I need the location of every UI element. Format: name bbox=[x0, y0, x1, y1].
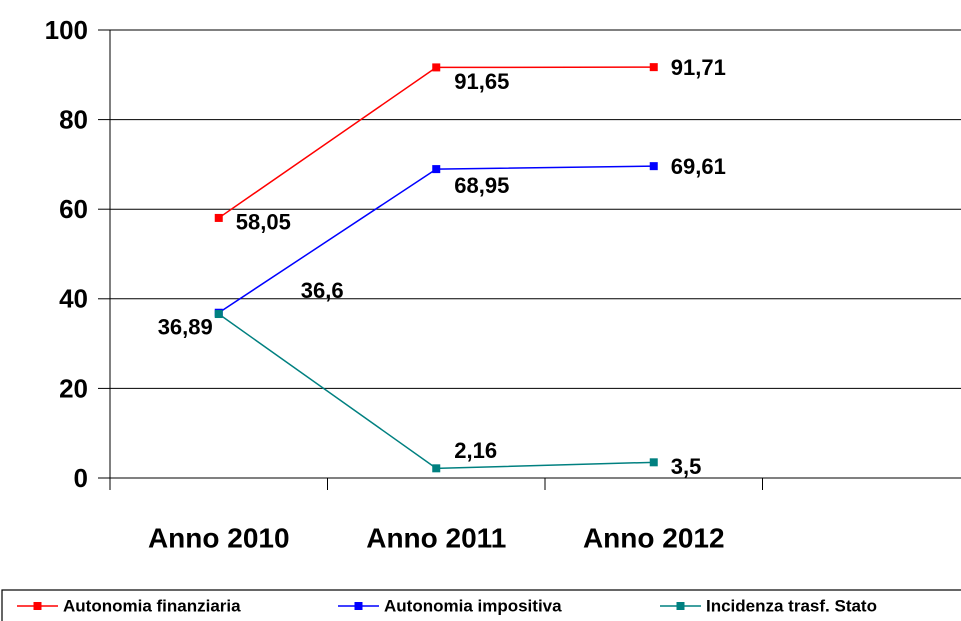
data-label: 91,71 bbox=[671, 55, 726, 80]
data-label: 36,89 bbox=[158, 315, 213, 340]
y-tick-label: 60 bbox=[59, 194, 88, 224]
point-marker bbox=[432, 63, 441, 72]
legend-label: Incidenza trasf. Stato bbox=[706, 596, 877, 615]
data-label: 58,05 bbox=[236, 210, 291, 235]
point-marker bbox=[649, 458, 658, 467]
data-label: 69,61 bbox=[671, 154, 726, 179]
legend-marker bbox=[354, 602, 363, 610]
data-label: 3,5 bbox=[671, 454, 702, 479]
legend-marker bbox=[33, 602, 42, 610]
point-marker bbox=[649, 162, 658, 171]
y-tick-label: 20 bbox=[59, 373, 88, 403]
legend-marker bbox=[676, 602, 685, 610]
x-tick-label: Anno 2012 bbox=[583, 522, 725, 553]
data-label: 36,6 bbox=[301, 278, 344, 303]
y-tick-label: 40 bbox=[59, 284, 88, 314]
data-label: 2,16 bbox=[454, 438, 497, 463]
point-marker bbox=[432, 165, 441, 174]
legend-label: Autonomia impositiva bbox=[384, 596, 562, 615]
data-label: 91,65 bbox=[454, 69, 509, 94]
data-label: 68,95 bbox=[454, 173, 509, 198]
point-marker bbox=[214, 310, 223, 319]
point-marker bbox=[649, 63, 658, 72]
legend-box bbox=[1, 589, 961, 621]
y-tick-label: 100 bbox=[45, 15, 88, 45]
x-tick-label: Anno 2010 bbox=[148, 522, 290, 553]
point-marker bbox=[432, 464, 441, 473]
legend-label: Autonomia finanziaria bbox=[63, 596, 241, 615]
y-tick-label: 0 bbox=[74, 463, 88, 493]
y-tick-label: 80 bbox=[59, 104, 88, 134]
point-marker bbox=[214, 213, 223, 222]
x-tick-label: Anno 2011 bbox=[366, 522, 506, 553]
